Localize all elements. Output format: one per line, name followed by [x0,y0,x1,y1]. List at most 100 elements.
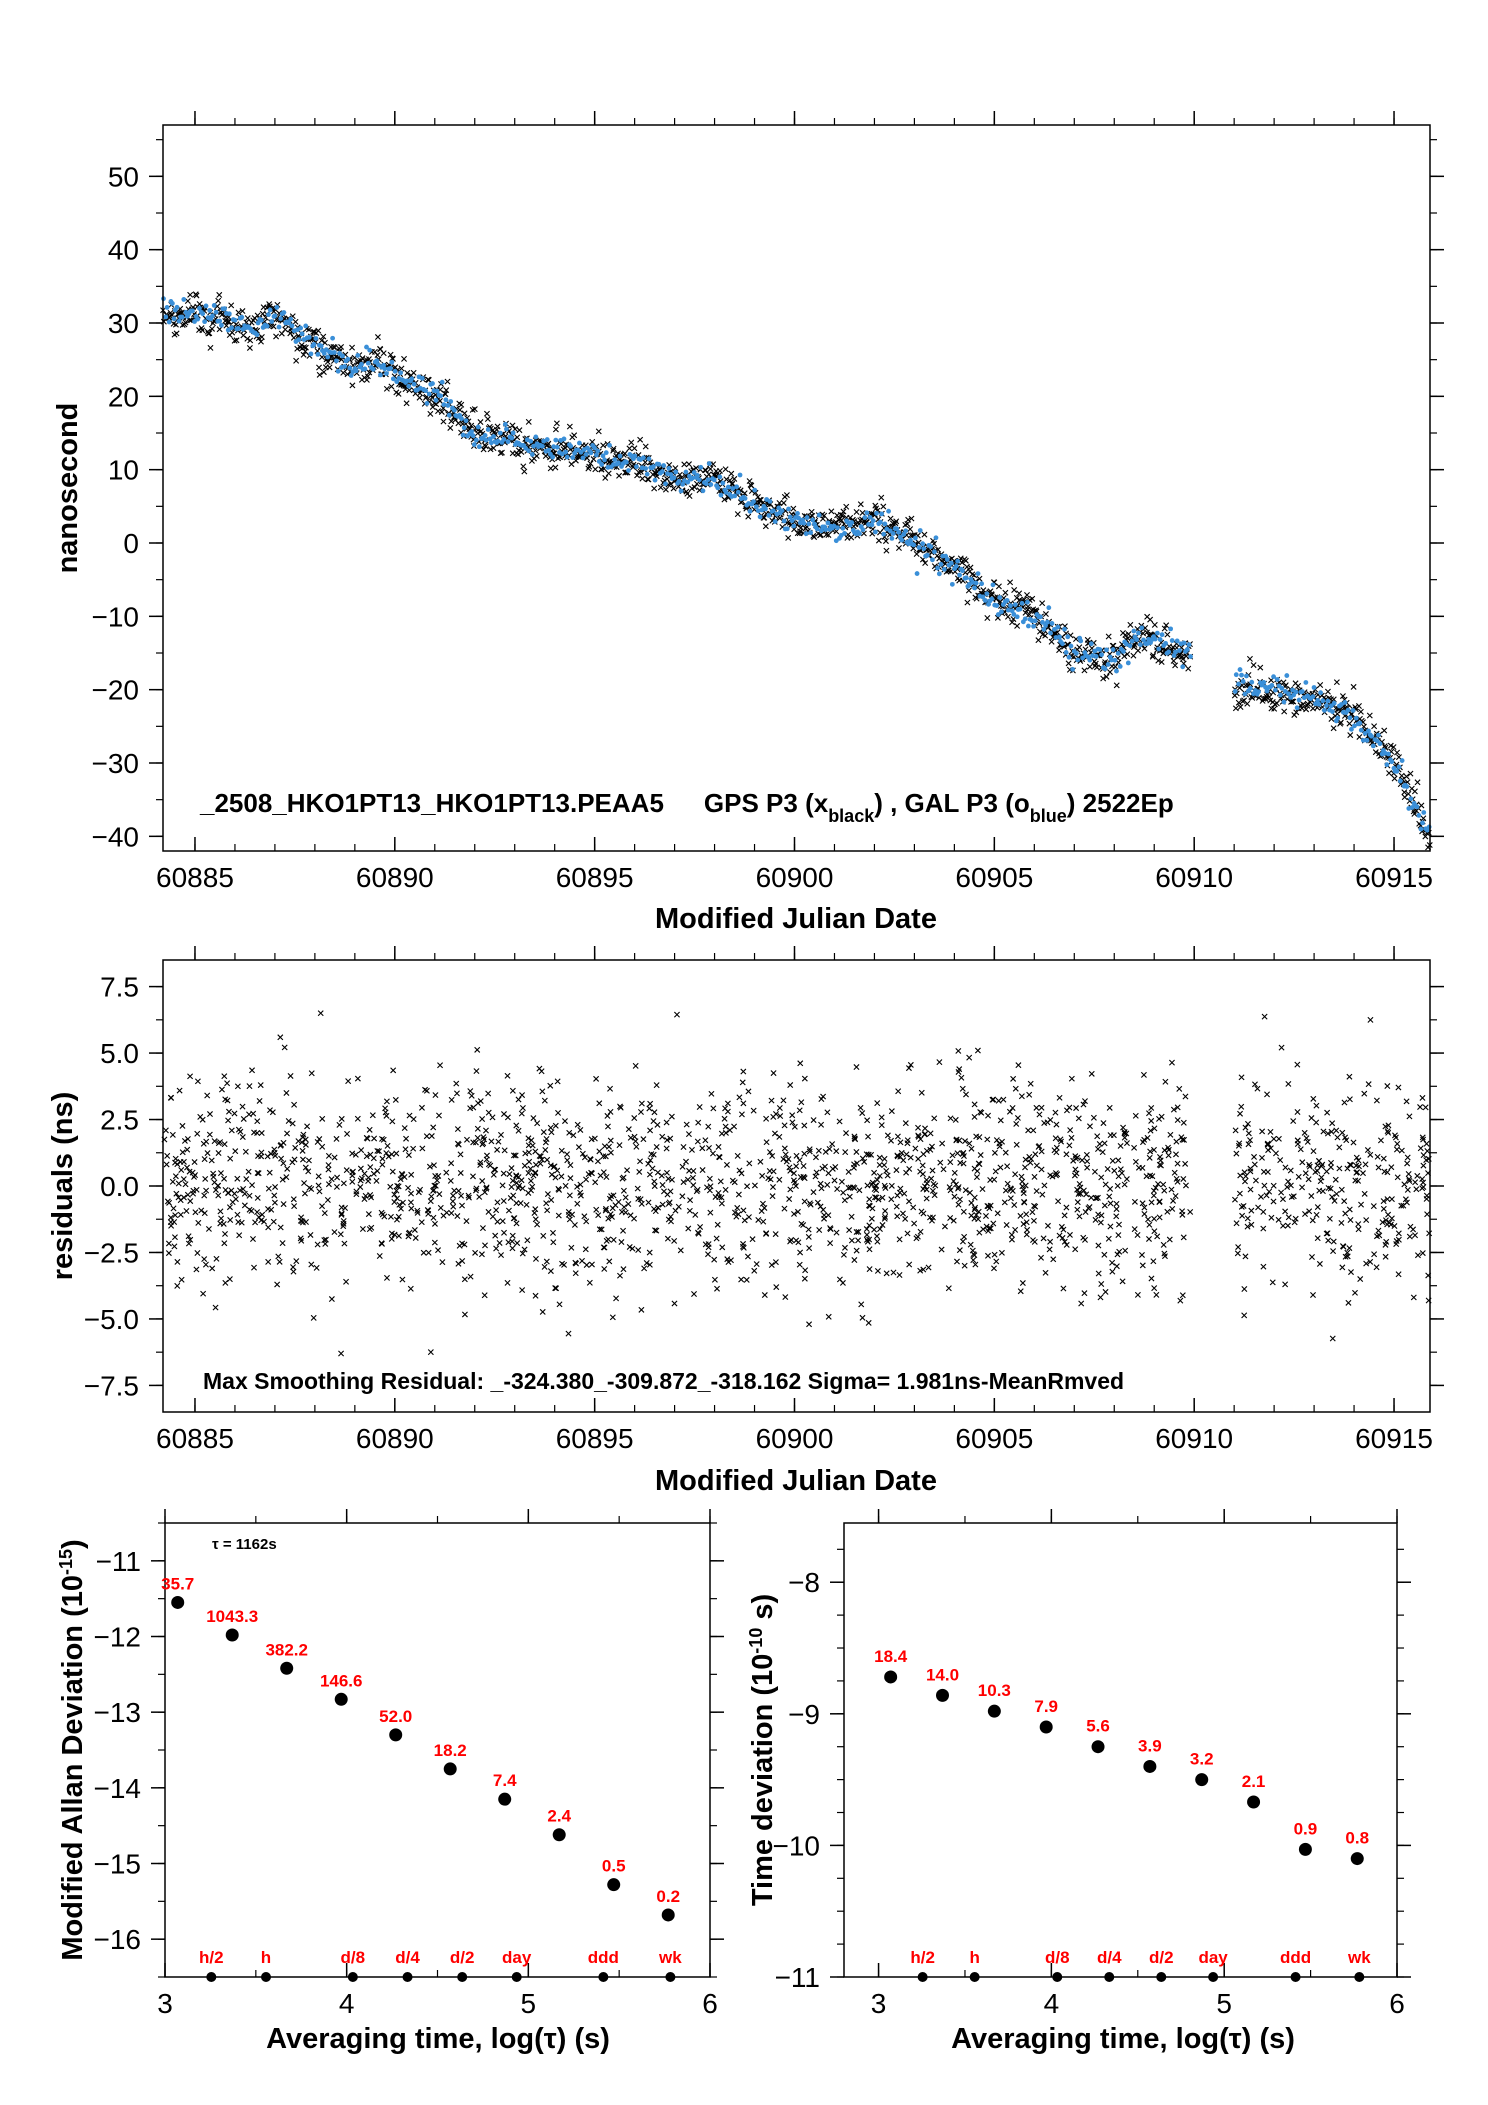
gal-point [318,343,324,349]
y-tick-label: −7.5 [84,1370,139,1401]
gal-point [1115,650,1121,656]
gal-point [1358,727,1364,733]
y-tick-label: 0.0 [100,1171,139,1202]
gal-point [718,492,724,498]
gal-point [1249,679,1255,685]
gps-point [1092,660,1099,667]
gal-point [1070,666,1076,672]
gps-point [1237,704,1244,711]
gal-point [747,508,753,514]
tau-marker-label: h/2 [199,1948,224,1967]
deviation-point [607,1878,621,1892]
gal-point [1166,649,1172,655]
gal-point [767,498,773,504]
gal-point [1014,614,1020,620]
gps-point [196,300,203,307]
gps-point [270,323,277,330]
tau-marker [665,1972,676,1982]
gal-point [1026,623,1031,629]
gps-point [1141,645,1148,652]
gal-point [276,324,282,330]
gal-point [313,336,319,341]
deviation-point-label: 0.9 [1294,1819,1318,1838]
tau-marker [1052,1972,1063,1982]
tau-marker-label: day [502,1948,532,1967]
gal-point [235,325,241,331]
gps-point [616,472,623,479]
deviation-point [225,1628,239,1642]
gal-point [1426,824,1432,830]
tau-marker [1354,1972,1365,1982]
deviation-point-label: 382.2 [265,1640,308,1659]
gal-point [384,371,389,376]
gps-point [731,475,738,482]
gps-point [320,333,327,340]
gal-point [1281,699,1287,705]
gal-point [174,304,180,310]
gal-point [269,319,275,324]
gal-point [889,535,895,541]
gal-point [862,515,868,520]
gps-point [520,463,527,470]
gal-point [873,529,878,535]
gal-point [340,353,345,359]
gps-point [657,484,664,491]
gps-point [509,422,516,429]
gps-point [363,376,370,383]
gal-point [1139,625,1145,631]
gps-point [797,528,803,535]
gal-point [791,523,797,529]
gps-point [444,378,451,385]
gal-point [717,474,723,480]
gps-point [514,434,521,441]
gal-point [445,403,451,408]
gal-point [217,318,223,324]
gal-point [389,359,395,365]
gps-point [199,327,206,334]
gal-point [529,452,535,457]
y-tick-label: −16 [94,1924,142,1955]
gal-point [1065,634,1071,640]
annotation-gps: GPS P3 (x [704,788,829,818]
gal-point [804,515,810,520]
gps-point [566,423,573,430]
gal-point [1112,657,1118,663]
gps-point [1405,790,1412,797]
gps-point [349,382,356,389]
gps-point [224,318,231,325]
y-tick-label: −10 [773,1830,821,1861]
gps-point [1339,693,1346,700]
gal-point [441,402,447,408]
y-tick-label: 0 [123,528,139,559]
y-tick-label: 10 [108,455,139,486]
deviation-point [1247,1795,1261,1809]
gps-point [1009,619,1016,626]
gal-point [1022,616,1028,622]
gal-point [504,426,509,432]
gps-point [1271,705,1278,712]
time-series-xlabel: Modified Julian Date [655,903,937,935]
x-tick-label: 60910 [1155,862,1233,893]
gps-point [1407,770,1414,777]
gps-point [761,514,768,521]
gal-point [1416,813,1422,818]
gal-point [554,444,560,450]
gps-point [1026,611,1033,618]
gal-point [1129,638,1135,644]
gal-point [801,520,807,526]
gps-point [859,509,866,516]
gps-point [282,326,289,333]
gps-point [338,343,345,350]
gps-point [1246,655,1253,662]
gps-point [301,344,308,351]
x-tick-label: 5 [521,1988,537,2019]
gps-point [893,518,900,525]
gal-point [656,461,662,467]
gps-point [1163,622,1170,629]
gal-point [784,526,790,532]
gal-point [1154,630,1160,636]
gal-point [779,508,785,514]
gps-point [811,534,818,541]
gal-point [938,561,944,567]
annotation-gps-sub: black [828,806,875,826]
